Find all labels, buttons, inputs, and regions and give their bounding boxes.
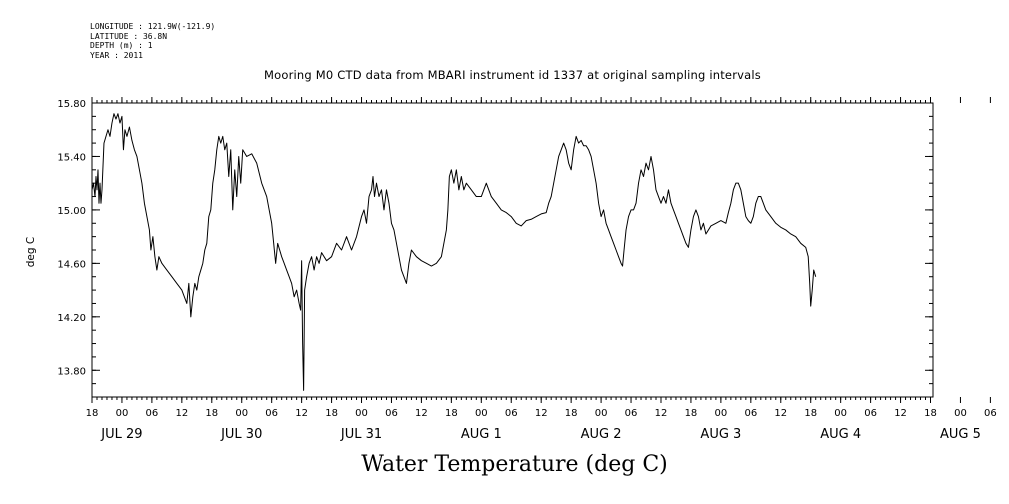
latitude-label: LATITUDE : 36.8N [90,31,168,41]
x-hour-tick-label: 12 [535,408,548,419]
x-hour-tick-label: 00 [715,408,728,419]
x-hour-tick-label: 18 [804,408,817,419]
x-axis-caption: Water Temperature (deg C) [361,452,668,477]
x-hour-tick-label: 06 [625,408,638,419]
x-hour-tick-label: 18 [445,408,458,419]
x-hour-tick-label: 18 [325,408,338,419]
metadata-header: LONGITUDE : 121.9W(-121.9) LATITUDE : 36… [90,22,215,60]
x-hour-tick-label: 12 [175,408,188,419]
x-hour-tick-label: 12 [774,408,787,419]
x-hour-tick-label: 00 [475,408,488,419]
x-hour-tick-label: 12 [655,408,668,419]
y-tick-label: 15.40 [57,152,86,163]
x-hour-tick-label: 06 [146,408,159,419]
axis-tick-labels: 13.80 14.20 14.60 15.00 15.40 15.80 18 00 06 12 18… [57,99,997,442]
x-hour-tick-label: 18 [565,408,578,419]
x-date-label: AUG 1 [461,427,502,442]
x-hour-tick-label: 00 [834,408,847,419]
x-hour-tick-label: 06 [744,408,757,419]
x-hour-tick-label: 06 [385,408,398,419]
y-tick-label: 13.80 [57,366,86,377]
y-tick-label: 15.80 [57,99,86,110]
depth-label: DEPTH (m) : 1 [90,41,153,50]
x-date-label: AUG 5 [940,427,981,442]
x-hour-tick-label: 00 [355,408,368,419]
x-date-label: AUG 3 [700,427,741,442]
x-hour-tick-label: 12 [295,408,308,419]
y-tick-label: 15.00 [57,206,86,217]
x-date-label: AUG 2 [581,427,622,442]
temperature-series-line [91,113,817,391]
x-hour-tick-label: 06 [864,408,877,419]
x-hour-tick-label: 18 [86,408,99,419]
x-date-label: JUL 31 [340,427,382,442]
x-hour-tick-label: 18 [685,408,698,419]
y-axis-label-group: deg C [25,237,37,267]
x-hour-tick-label: 06 [265,408,278,419]
chart-title: Mooring M0 CTD data from MBARI instrumen… [264,68,761,82]
x-date-label: JUL 30 [220,427,262,442]
x-hour-tick-label: 00 [954,408,967,419]
series-group [91,113,817,391]
x-hour-tick-label: 00 [235,408,248,419]
x-hour-tick-label: 00 [116,408,129,419]
x-date-label: JUL 29 [100,427,142,442]
x-hour-tick-label: 00 [595,408,608,419]
longitude-label: LONGITUDE : 121.9W(-121.9) [90,22,216,31]
y-tick-label: 14.60 [57,259,86,270]
x-hour-tick-label: 18 [205,408,218,419]
x-hour-tick-label: 06 [984,408,997,419]
x-hour-tick-label: 12 [415,408,428,419]
axis-ticks [91,97,991,403]
y-tick-label: 14.20 [57,313,86,324]
x-date-label: AUG 4 [820,427,861,442]
x-hour-tick-label: 18 [924,408,937,419]
year-label: YEAR : 2011 [90,50,143,60]
y-axis-label: deg C [25,237,37,267]
x-hour-tick-label: 12 [894,408,907,419]
x-hour-tick-label: 06 [505,408,518,419]
